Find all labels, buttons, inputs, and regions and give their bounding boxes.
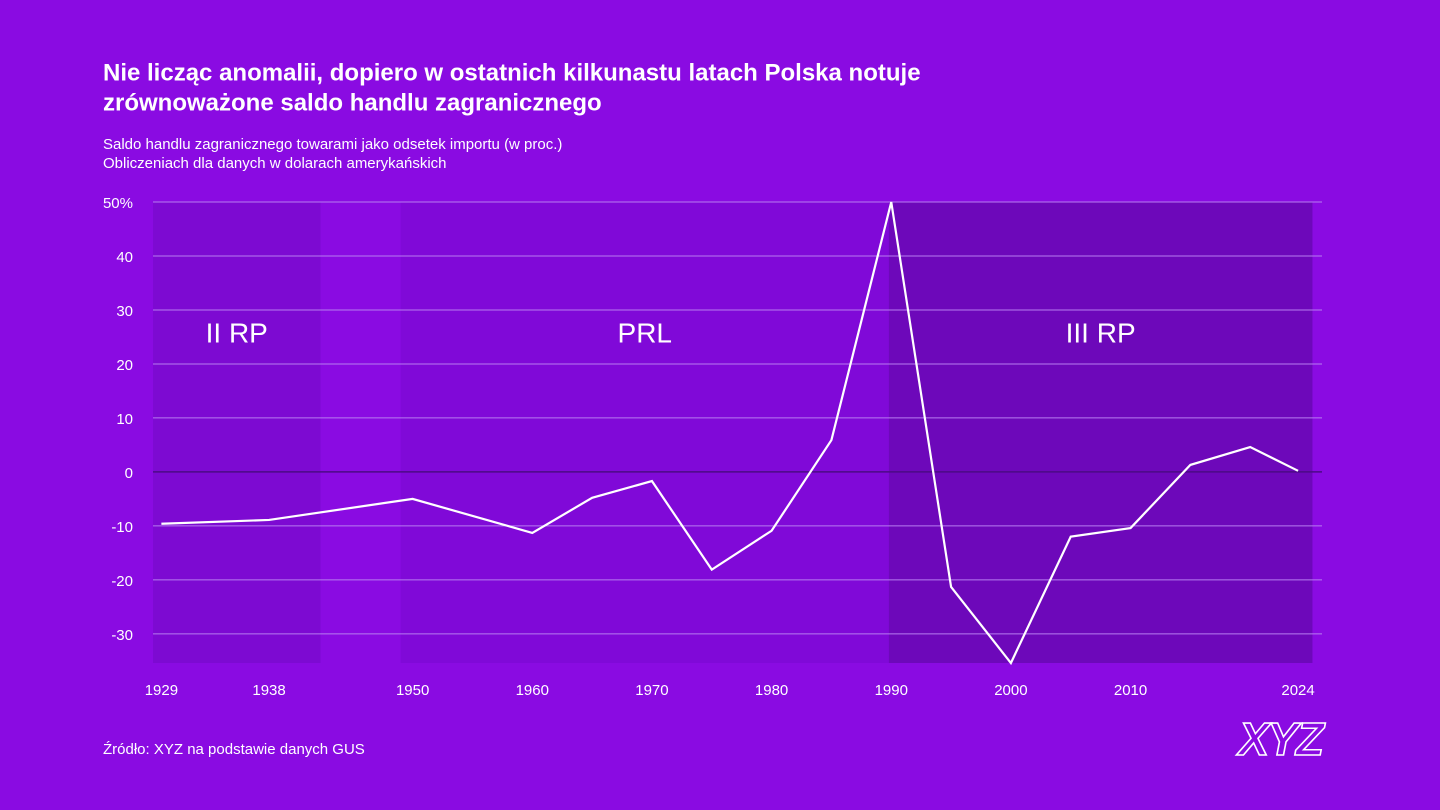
y-tick-label: 10: [116, 411, 133, 428]
x-tick-label: 1970: [635, 682, 668, 699]
source: Źródło: XYZ na podstawie danych GUS: [103, 741, 365, 758]
x-tick-label: 1990: [875, 682, 908, 699]
period-bands: [153, 202, 1313, 663]
chart-title: zrównoważone saldo handlu zagranicznego: [103, 89, 602, 116]
y-tick-label: -10: [111, 519, 133, 536]
x-tick-label: 2000: [994, 682, 1027, 699]
period-band: [888, 202, 1313, 663]
x-tick-label: 1929: [145, 682, 178, 699]
y-tick-label: 40: [116, 249, 133, 266]
y-tick-label: 50%: [103, 195, 133, 212]
period-band: [400, 202, 889, 663]
period-label: III RP: [1066, 317, 1136, 348]
period-band: [153, 202, 321, 663]
x-tick-label: 2024: [1281, 682, 1314, 699]
x-tick-label: 2010: [1114, 682, 1147, 699]
chart-title: Nie licząc anomalii, dopiero w ostatnich…: [103, 59, 921, 86]
period-label: PRL: [618, 317, 672, 348]
period-label: II RP: [206, 317, 268, 348]
x-tick-label: 1980: [755, 682, 788, 699]
y-tick-label: 20: [116, 357, 133, 374]
data-line: [161, 201, 1299, 666]
subtitle: Saldo handlu zagranicznego towarami jako…: [103, 136, 562, 153]
y-tick-label: -30: [111, 627, 133, 644]
y-tick-label: 0: [125, 465, 133, 482]
x-tick-label: 1938: [252, 682, 285, 699]
y-tick-label: -20: [111, 573, 133, 590]
x-tick-label: 1950: [396, 682, 429, 699]
grid: [153, 201, 1322, 635]
subtitle: Obliczeniach dla danych w dolarach amery…: [103, 155, 447, 172]
x-tick-label: 1960: [516, 682, 549, 699]
logo: XYZ: [1236, 713, 1326, 765]
y-tick-label: 30: [116, 303, 133, 320]
